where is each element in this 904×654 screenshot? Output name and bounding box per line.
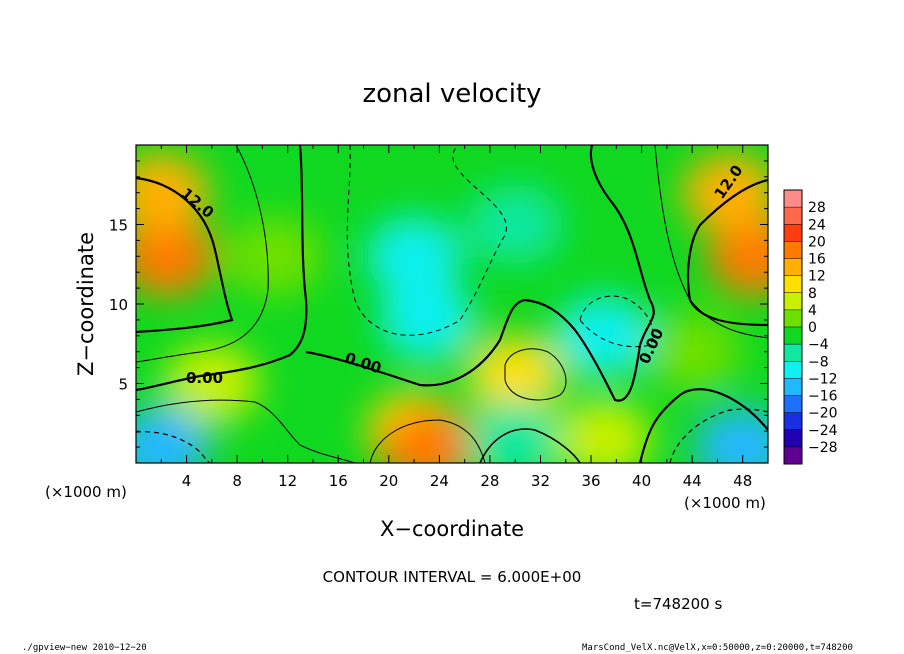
x-unit-left: (×1000 m) bbox=[45, 483, 127, 501]
x-unit-right: (×1000 m) bbox=[684, 494, 766, 512]
heatmap-region bbox=[467, 184, 564, 265]
contour-line-12-left bbox=[136, 176, 234, 334]
x-tick-label: 40 bbox=[632, 472, 651, 490]
colorbar-tick-label: 28 bbox=[808, 200, 826, 216]
contour-line-6-bottom bbox=[369, 419, 486, 463]
colorbar-tick-label: −20 bbox=[808, 406, 838, 422]
y-tick-label: 10 bbox=[109, 296, 128, 314]
colorbar-swatch bbox=[784, 344, 802, 362]
colorbar-swatch bbox=[784, 446, 802, 465]
colorbar-swatch bbox=[784, 190, 802, 208]
contour-line-0-right bbox=[638, 388, 768, 463]
program-label: ./gpview−new 2010−12−20 bbox=[22, 643, 147, 653]
y-axis-ticks: 5 10 15 bbox=[109, 160, 768, 448]
heatmap-region bbox=[136, 152, 210, 233]
colorbar-swatch bbox=[784, 275, 802, 294]
contour-line-0-bottom bbox=[479, 428, 581, 463]
y-tick-label: 15 bbox=[109, 217, 128, 235]
x-tick-label: 20 bbox=[379, 472, 398, 490]
source-label: MarsCond_VelX.nc@VelX,x=0:50000,z=0:2000… bbox=[582, 643, 853, 653]
colorbar-tick-label: −24 bbox=[808, 423, 838, 439]
contour-interval-note: CONTOUR INTERVAL = 6.000E+00 bbox=[323, 568, 582, 586]
colorbar-tick-label: 12 bbox=[808, 269, 826, 285]
colorbar-tick-label: −16 bbox=[808, 389, 838, 405]
contour-line-6-blob bbox=[504, 348, 567, 401]
contour-label: 0.00 bbox=[186, 369, 223, 387]
heatmap-region bbox=[378, 279, 475, 360]
heatmap-region bbox=[467, 399, 564, 463]
colorbar-swatch bbox=[784, 412, 802, 431]
colorbar-swatch bbox=[784, 224, 802, 242]
heatmap-region bbox=[555, 399, 652, 463]
contour-lines bbox=[136, 145, 768, 463]
heatmap-region bbox=[136, 216, 216, 297]
colorbar-swatch bbox=[784, 309, 802, 328]
chart-title: zonal velocity bbox=[362, 79, 541, 109]
colorbar-swatch bbox=[784, 429, 802, 448]
x-tick-label: 32 bbox=[531, 472, 550, 490]
x-tick-label: 16 bbox=[329, 472, 348, 490]
colorbar-tick-label: 20 bbox=[808, 234, 826, 250]
contour-line-neg6-upper bbox=[346, 145, 507, 336]
contour-line-neg6-lowleft bbox=[136, 431, 211, 463]
heatmap-region bbox=[555, 295, 652, 376]
heatmap-field bbox=[136, 145, 768, 463]
heatmap-region bbox=[163, 343, 260, 424]
contour-line-6-lowmid bbox=[136, 399, 356, 463]
colorbar-swatch bbox=[784, 258, 802, 277]
contour-line-6-right bbox=[654, 145, 768, 339]
colorbar-tick-label: −12 bbox=[808, 371, 838, 387]
heatmap-region bbox=[136, 407, 210, 463]
colorbar-tick-label: −28 bbox=[808, 440, 838, 456]
heatmap-region bbox=[694, 407, 768, 463]
colorbar-tick-label: 8 bbox=[808, 286, 817, 302]
x-tick-label: 28 bbox=[480, 472, 499, 490]
contour-line-0-mid bbox=[305, 145, 655, 402]
colorbar-swatch bbox=[784, 207, 802, 225]
x-tick-label: 48 bbox=[733, 472, 752, 490]
contour-line-12-right bbox=[686, 178, 768, 327]
x-tick-label: 36 bbox=[581, 472, 600, 490]
colorbar-swatch bbox=[784, 327, 802, 345]
x-tick-label: 4 bbox=[182, 472, 192, 490]
contour-line-0-left bbox=[136, 145, 308, 392]
colorbar-swatch bbox=[784, 292, 802, 311]
heatmap-region bbox=[682, 152, 768, 233]
heatmap-region bbox=[467, 335, 564, 416]
heatmap-region bbox=[366, 216, 463, 297]
contour-line-6-left bbox=[136, 145, 269, 363]
y-axis-label: Z−coordinate bbox=[74, 232, 98, 376]
colorbar-tick-label: −8 bbox=[808, 354, 829, 370]
time-label: t=748200 s bbox=[634, 595, 722, 613]
x-tick-label: 44 bbox=[683, 472, 702, 490]
x-axis-ticks: 4 8 12 16 20 24 28 32 36 40 44 48 bbox=[160, 145, 752, 490]
heatmap-region bbox=[378, 407, 475, 463]
colorbar-swatch bbox=[784, 395, 802, 414]
colorbar-tick-label: 4 bbox=[808, 303, 817, 319]
contour-line-neg6-right bbox=[579, 295, 654, 348]
heatmap-region bbox=[227, 216, 324, 297]
x-tick-label: 24 bbox=[430, 472, 449, 490]
colorbar-tick-label: 24 bbox=[808, 217, 826, 233]
heatmap-region bbox=[644, 311, 741, 392]
x-axis-label: X−coordinate bbox=[380, 517, 524, 541]
colorbar-swatch bbox=[784, 241, 802, 259]
colorbar-tick-label: −4 bbox=[808, 337, 829, 353]
colorbar-swatch bbox=[784, 361, 802, 379]
colorbar-swatch bbox=[784, 378, 802, 396]
colorbar-tick-label: 0 bbox=[808, 320, 817, 336]
x-tick-label: 8 bbox=[232, 472, 242, 490]
heatmap-region bbox=[707, 216, 768, 297]
x-tick-label: 12 bbox=[278, 472, 297, 490]
y-tick-label: 5 bbox=[118, 376, 128, 394]
colorbar-tick-label: 16 bbox=[808, 252, 826, 268]
contour-line-neg6-lowright bbox=[669, 408, 768, 463]
